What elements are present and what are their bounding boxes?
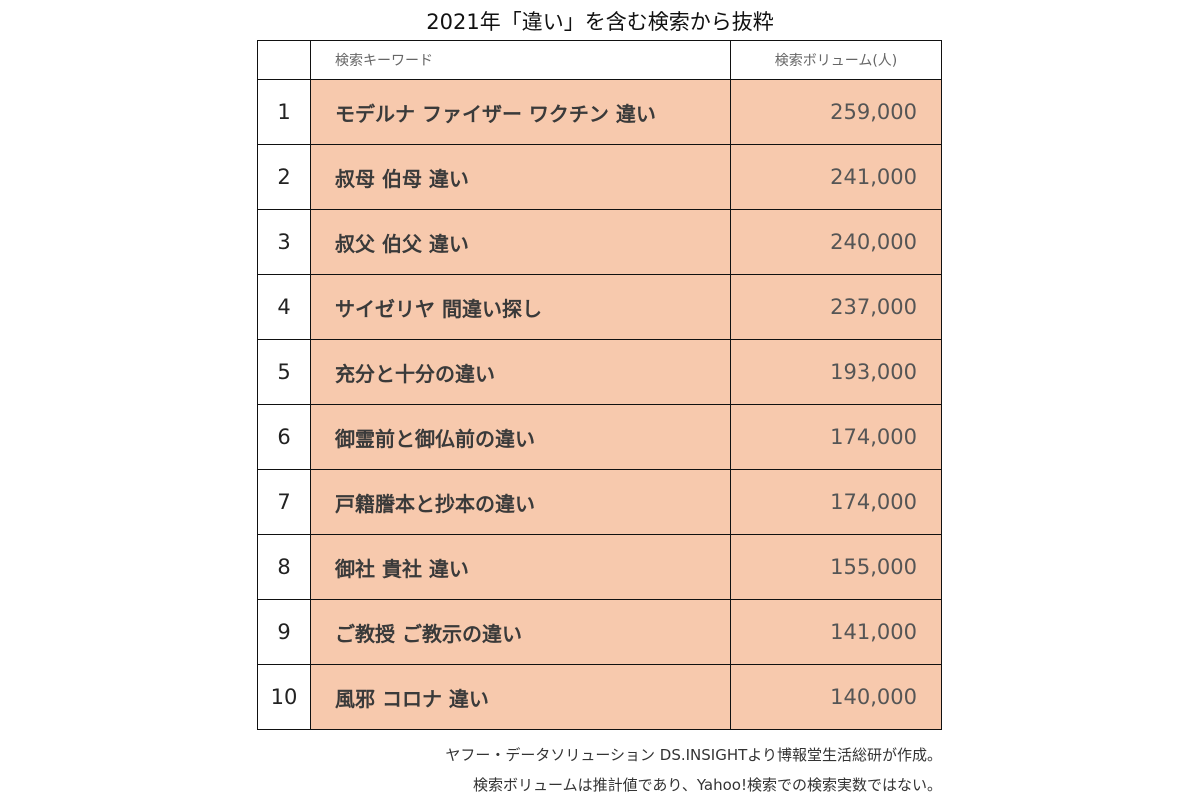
- keyword-cell: ご教授 ご教示の違い: [310, 599, 731, 665]
- table-row: 10 風邪 コロナ 違い 140,000: [257, 664, 942, 730]
- keyword-cell: 戸籍謄本と抄本の違い: [310, 469, 731, 535]
- volume-cell: 174,000: [730, 404, 942, 470]
- volume-cell: 240,000: [730, 209, 942, 275]
- table-row: 8 御社 貴社 違い 155,000: [257, 534, 942, 600]
- page-title: 2021年「違い」を含む検索から抜粋: [426, 10, 774, 34]
- rank-cell: 5: [257, 339, 311, 405]
- keyword-cell: 叔父 伯父 違い: [310, 209, 731, 275]
- table-row: 6 御霊前と御仏前の違い 174,000: [257, 404, 942, 470]
- volume-cell: 155,000: [730, 534, 942, 600]
- estimate-footnote: 検索ボリュームは推計値であり、Yahoo!検索での検索実数ではない。: [473, 776, 942, 794]
- volume-cell: 193,000: [730, 339, 942, 405]
- header-keyword: 検索キーワード: [310, 40, 731, 80]
- keyword-cell: 御社 貴社 違い: [310, 534, 731, 600]
- volume-cell: 259,000: [730, 79, 942, 145]
- rank-cell: 1: [257, 79, 311, 145]
- keyword-cell: 充分と十分の違い: [310, 339, 731, 405]
- rank-cell: 9: [257, 599, 311, 665]
- keyword-cell: サイゼリヤ 間違い探し: [310, 274, 731, 340]
- volume-cell: 174,000: [730, 469, 942, 535]
- table-header-row: 検索キーワード 検索ボリューム(人): [257, 40, 942, 80]
- rank-cell: 2: [257, 144, 311, 210]
- table-row: 2 叔母 伯母 違い 241,000: [257, 144, 942, 210]
- rank-cell: 8: [257, 534, 311, 600]
- header-rank: [257, 40, 311, 80]
- volume-cell: 141,000: [730, 599, 942, 665]
- volume-cell: 241,000: [730, 144, 942, 210]
- keyword-cell: 御霊前と御仏前の違い: [310, 404, 731, 470]
- keyword-cell: モデルナ ファイザー ワクチン 違い: [310, 79, 731, 145]
- source-footnote: ヤフー・データソリューション DS.INSIGHTより博報堂生活総研が作成。: [445, 746, 942, 764]
- rank-cell: 6: [257, 404, 311, 470]
- volume-cell: 237,000: [730, 274, 942, 340]
- rank-cell: 7: [257, 469, 311, 535]
- keyword-cell: 風邪 コロナ 違い: [310, 664, 731, 730]
- table-row: 5 充分と十分の違い 193,000: [257, 339, 942, 405]
- table-row: 1 モデルナ ファイザー ワクチン 違い 259,000: [257, 79, 942, 145]
- keyword-cell: 叔母 伯母 違い: [310, 144, 731, 210]
- search-ranking-table: 検索キーワード 検索ボリューム(人) 1 モデルナ ファイザー ワクチン 違い …: [257, 40, 942, 730]
- table-row: 7 戸籍謄本と抄本の違い 174,000: [257, 469, 942, 535]
- rank-cell: 10: [257, 664, 311, 730]
- table-row: 3 叔父 伯父 違い 240,000: [257, 209, 942, 275]
- header-volume: 検索ボリューム(人): [730, 40, 942, 80]
- rank-cell: 3: [257, 209, 311, 275]
- table-row: 4 サイゼリヤ 間違い探し 237,000: [257, 274, 942, 340]
- volume-cell: 140,000: [730, 664, 942, 730]
- rank-cell: 4: [257, 274, 311, 340]
- table-row: 9 ご教授 ご教示の違い 141,000: [257, 599, 942, 665]
